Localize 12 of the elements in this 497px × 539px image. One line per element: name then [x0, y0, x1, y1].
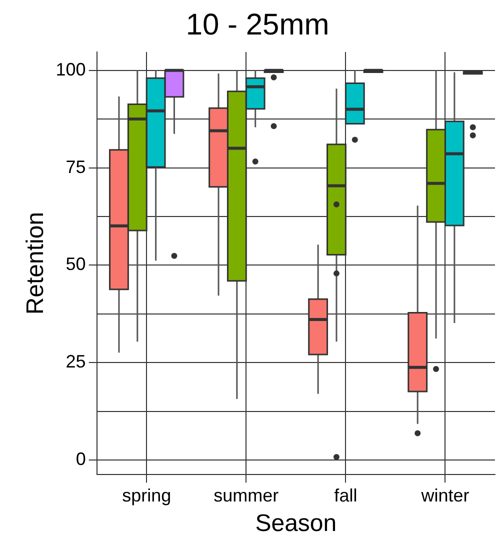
y-tick-label: 100: [56, 59, 86, 80]
x-tick-label: fall: [334, 485, 358, 506]
chart-title: 10 - 25mm: [186, 8, 330, 42]
y-tick-label: 0: [76, 449, 86, 470]
y-tick-label: 25: [66, 352, 86, 372]
x-tick-label: winter: [420, 485, 470, 506]
y-axis-title: Retention: [22, 212, 50, 315]
y-tick-label: 75: [66, 156, 86, 177]
x-tick-label: summer: [214, 485, 279, 506]
x-axis-title: Season: [255, 510, 337, 538]
y-tick-label: 50: [66, 254, 86, 274]
x-tick-label: spring: [122, 485, 172, 506]
